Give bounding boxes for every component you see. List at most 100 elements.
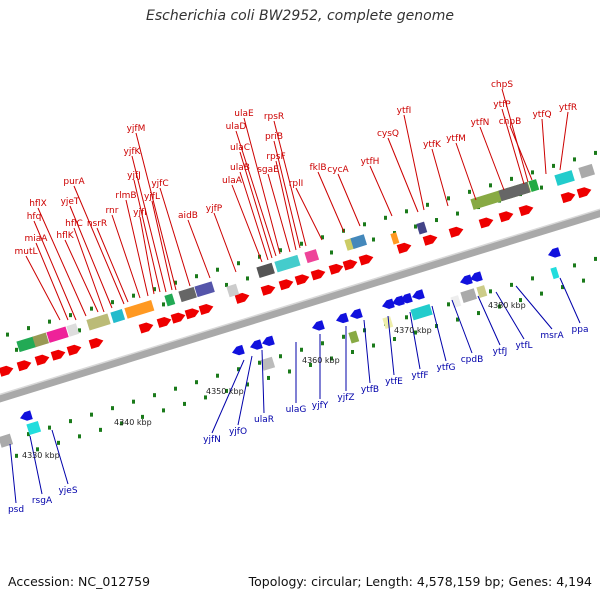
label-leader [403,114,425,211]
forward-gene-label[interactable]: purA [63,177,85,187]
forward-gene-label[interactable]: ytfM [446,134,466,144]
forward-gene-label[interactable]: rlmB [115,191,136,201]
label-leader [559,111,569,171]
forward-gene-label[interactable]: yjfM [127,124,146,134]
forward-gene-label[interactable]: mutL [14,247,37,257]
forward-feature-box [178,286,197,303]
tick-mark [300,241,303,246]
label-leader [9,443,17,504]
forward-gene-label[interactable]: ulaA [222,176,243,186]
reverse-gene-label[interactable]: yjfY [312,401,329,411]
tick-mark [405,315,408,320]
forward-gene-label[interactable]: priB [265,132,283,142]
forward-gene-label[interactable]: fklB [309,163,326,173]
forward-gene-label[interactable]: hfq [27,212,42,222]
forward-gene-label[interactable]: ytfK [423,140,442,150]
forward-gene-label[interactable]: rplI [289,179,304,189]
reverse-gene-label[interactable]: ppa [572,325,589,335]
reverse-gene-label[interactable]: yjfN [203,435,221,445]
reverse-gene-label[interactable]: ulaR [254,415,274,425]
reverse-gene-label[interactable]: ytfG [437,363,456,373]
forward-gene-label[interactable]: ulaD [226,122,247,132]
reverse-gene-label[interactable]: ytfB [361,385,379,395]
tick-mark [132,399,135,404]
reverse-gene-arrow [469,271,483,282]
forward-feature-box [528,179,540,192]
label-leader [237,355,253,426]
forward-gene-label[interactable]: ytfR [559,103,577,113]
label-leader [387,137,419,213]
reverse-gene-arrow [459,274,473,285]
tick-mark [279,248,282,253]
reverse-gene-label[interactable]: ytfJ [493,347,508,357]
reverse-gene-arrow [261,335,275,347]
forward-gene-label[interactable]: aidB [178,211,198,221]
forward-gene-label[interactable]: ytfP [493,100,511,110]
reverse-gene-label[interactable]: ulaG [286,405,307,415]
label-leader [131,155,167,293]
tick-mark [153,393,156,398]
forward-gene-label[interactable]: cycA [327,165,349,175]
forward-gene-label[interactable]: ytfQ [532,110,551,120]
reverse-gene-label[interactable]: cpdB [461,355,484,365]
forward-gene-label[interactable]: yjfJ [127,171,141,181]
label-leader [33,220,77,321]
forward-gene-label[interactable]: yjfI [133,208,147,218]
forward-gene-arrow [310,269,326,281]
forward-gene-label[interactable]: ytfH [361,157,380,167]
forward-feature-box [110,309,126,324]
reverse-gene-label[interactable]: ytfL [515,341,532,351]
label-leader [501,108,525,185]
reverse-gene-label[interactable]: psd [8,505,24,515]
reverse-gene-label[interactable]: rsgA [32,496,53,506]
tick-mark [456,317,459,322]
forward-gene-label[interactable]: ulaE [234,109,254,119]
forward-gene-arrow [560,192,576,204]
reverse-gene-label[interactable]: msrA [540,331,564,341]
forward-gene-label[interactable]: ytfN [471,118,490,128]
forward-gene-label[interactable]: chpB [499,117,522,127]
tick-mark [510,282,513,287]
forward-feature-box [164,293,176,307]
forward-gene-label[interactable]: rpsF [266,152,285,162]
forward-gene-label[interactable]: yjfK [124,147,142,157]
reverse-gene-label[interactable]: yjeS [58,486,77,496]
forward-gene-label[interactable]: miaA [25,234,49,244]
forward-gene-label[interactable]: hflC [65,219,83,229]
feature-boxes [0,163,596,448]
forward-gene-label[interactable]: yjfP [206,204,223,214]
reverse-gene-label[interactable]: ytfE [385,377,403,387]
reverse-feature-box [260,356,276,371]
forward-gene-arrow [422,234,438,246]
forward-gene-label[interactable]: nsrR [87,219,107,229]
forward-gene-label[interactable]: chpS [491,80,513,90]
label-leader [559,277,581,324]
tick-mark [111,300,114,305]
forward-gene-arrow [156,316,172,328]
tick-mark [384,215,387,220]
label-leader [501,88,529,183]
tick-mark [309,362,312,367]
tick-mark [132,293,135,298]
tick-mark [468,189,471,194]
reverse-gene-label[interactable]: ytfF [411,371,428,381]
forward-gene-label[interactable]: cysQ [377,129,399,139]
forward-gene-label[interactable]: sgaE [257,165,279,175]
forward-gene-label[interactable]: yjeT [61,197,80,207]
tick-mark [246,382,249,387]
tick-mark [321,235,324,240]
forward-gene-label[interactable]: rnr [106,206,119,216]
forward-gene-label[interactable]: ulaB [230,163,250,173]
forward-gene-arrow [328,263,344,275]
forward-gene-label[interactable]: hflX [29,199,47,209]
forward-gene-label[interactable]: ulaC [230,143,250,153]
reverse-gene-label[interactable]: yjfZ [337,393,354,403]
forward-gene-label[interactable]: ytfI [397,106,412,116]
forward-gene-label[interactable]: rpsR [264,112,284,122]
forward-gene-label[interactable]: yjfL [144,192,160,202]
label-leader [275,160,297,251]
reverse-gene-label[interactable]: yjfO [229,427,247,437]
forward-gene-label[interactable]: hflK [56,231,74,241]
forward-gene-label[interactable]: yjfC [151,179,168,189]
